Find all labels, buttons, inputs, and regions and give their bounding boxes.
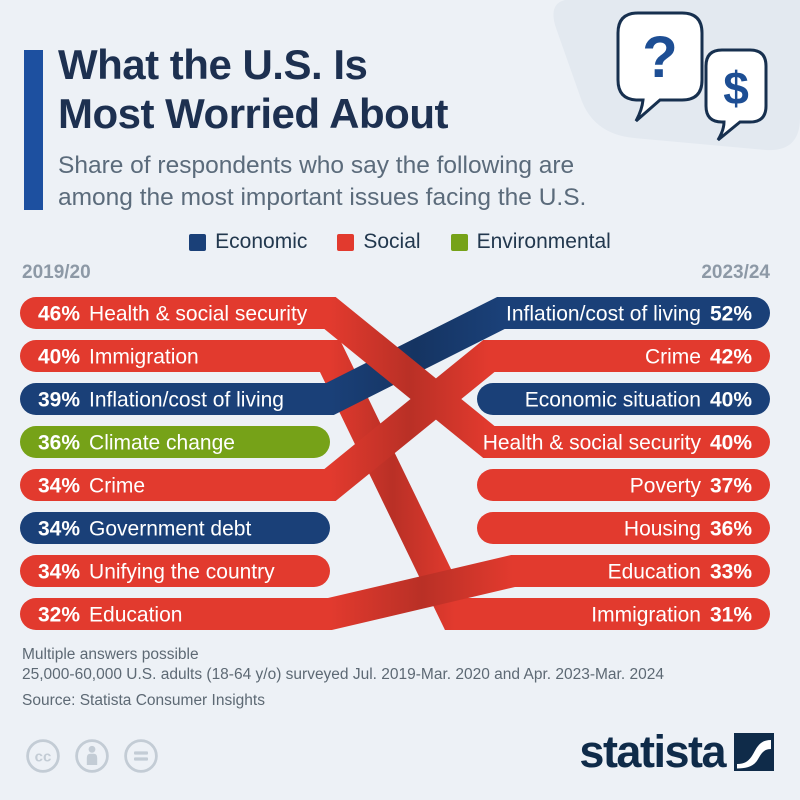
legend: Economic Social Environmental [0,230,800,254]
legend-label: Economic [215,230,308,253]
ribbon-inflation-cost-of-living [20,297,770,415]
license-icons: cc [25,738,159,774]
subtitle-line-1: Share of respondents who say the followi… [58,152,575,179]
social-swatch [337,233,355,251]
right-bar-label: Poverty 37% [630,475,753,498]
ribbon-education [20,555,770,630]
period-label-left: 2019/20 [22,262,91,283]
right-bar-label: Immigration 31% [591,604,752,627]
legend-item-economic: Economic [189,230,307,254]
footnote-line-1: Multiple answers possible [22,646,199,663]
left-bar-label: 34% Crime [38,475,145,498]
right-bar-label: Housing 36% [624,518,752,541]
ribbon-crime [20,340,770,501]
attribution-person-icon [75,739,109,773]
left-bar-label: 46% Health & social security [38,303,308,326]
title-line-1: What the U.S. Is [58,41,368,88]
left-bar-label: 32% Education [38,604,182,627]
ribbon-immigration [20,340,770,630]
statista-logo: statista [579,726,774,778]
page-subtitle: Share of respondents who say the followi… [58,150,586,215]
period-label-right: 2023/24 [701,262,770,283]
svg-text:cc: cc [35,749,52,766]
economic-swatch [189,233,207,251]
right-bar-label: Health & social security 40% [483,432,753,455]
left-bar-label: 39% Inflation/cost of living [38,389,284,412]
footnote: Multiple answers possible 25,000-60,000 … [22,645,664,685]
left-bar-label: 34% Unifying the country [38,561,275,584]
legend-label: Social [363,230,421,253]
ribbon-health-social-security [20,297,770,458]
left-bar-label: 40% Immigration [38,346,199,369]
right-bar-label: Economic situation 40% [525,389,753,412]
no-derivatives-equals-icon [124,739,158,773]
right-bar-label: Education 33% [608,561,753,584]
right-bar-label: Crime 42% [645,346,752,369]
left-bar-label: 34% Government debt [38,518,251,541]
environmental-swatch [450,233,468,251]
statista-logo-mark [734,733,774,771]
legend-label: Environmental [476,230,611,253]
statista-logo-text: statista [579,726,726,777]
footnote-line-2: 25,000-60,000 U.S. adults (18-64 y/o) su… [22,666,664,684]
title-line-2: Most Worried About [58,90,448,138]
legend-item-social: Social [337,230,421,254]
title-accent-bar [24,50,43,210]
page-title: What the U.S. Is Most Worried About [58,40,448,138]
source-line: Source: Statista Consumer Insights [22,692,265,709]
legend-item-environmental: Environmental [450,230,611,254]
subtitle-line-2: among the most important issues facing t… [58,184,587,212]
right-bar-label: Inflation/cost of living 52% [506,303,752,326]
left-bar-label: 36% Climate change [38,432,235,455]
creative-commons-icon: cc [26,739,60,773]
